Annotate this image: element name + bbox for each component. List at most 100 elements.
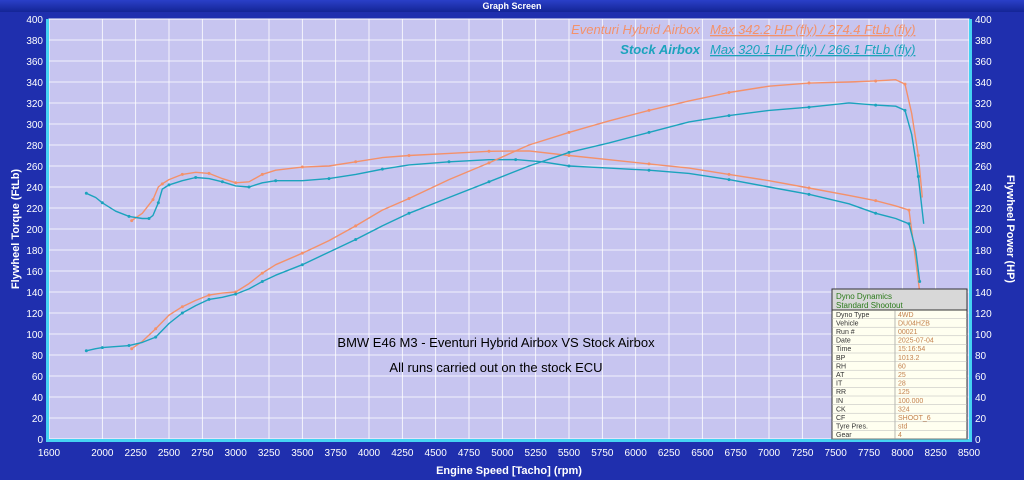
left-y-tick-label: 340	[26, 78, 43, 89]
info-row-value: std	[898, 424, 907, 431]
left-y-tick-label: 380	[26, 36, 43, 47]
right-y-tick-label: 400	[975, 15, 992, 26]
series-point-stock-airbox-torque	[874, 211, 878, 215]
right-y-tick-label: 100	[975, 330, 992, 341]
series-point-stock-airbox-torque	[380, 167, 384, 171]
series-point-eventuri-hybrid-airbox-torque	[260, 172, 264, 176]
right-y-tick-label: 80	[975, 351, 987, 362]
series-point-stock-airbox-torque	[447, 160, 451, 164]
series-point-eventuri-hybrid-airbox-power	[407, 197, 411, 201]
right-y-tick-label: 120	[975, 309, 992, 320]
grid-lines	[49, 19, 969, 439]
x-tick-label: 3500	[291, 448, 314, 459]
x-tick-label: 3750	[325, 448, 348, 459]
series-point-stock-airbox-power	[84, 349, 88, 353]
series-point-stock-airbox-power	[567, 150, 571, 154]
series-point-eventuri-hybrid-airbox-torque	[727, 172, 731, 176]
right-y-tick-label: 140	[975, 288, 992, 299]
series-point-stock-airbox-power	[903, 108, 907, 112]
right-y-tick-labels: 0 20 40 60 80 100 120 140 160 180 200 220 240 260 280 3…	[975, 15, 992, 446]
dyno-chart: 1600 2000 2250 2500 2750 3000 3250 3500 3750 4000…	[10, 15, 1016, 477]
info-row-value: 60	[898, 363, 906, 370]
info-row-value: 2025-07-04	[898, 338, 934, 345]
info-row-label: IN	[836, 398, 843, 405]
series-point-eventuri-hybrid-airbox-power	[807, 81, 811, 85]
series-point-stock-airbox-power	[727, 114, 731, 118]
right-y-tick-label: 320	[975, 99, 992, 110]
series-point-stock-airbox-power	[154, 335, 158, 339]
right-y-tick-label: 360	[975, 57, 992, 68]
series-point-stock-airbox-power	[180, 311, 184, 315]
series-line-eventuri-hybrid-airbox-power	[131, 78, 923, 350]
x-tick-label: 2000	[91, 448, 114, 459]
legend-name-eventuri: Eventuri Hybrid Airbox	[571, 22, 700, 37]
x-tick-label: 7750	[858, 448, 881, 459]
series-point-eventuri-hybrid-airbox-power	[647, 108, 651, 112]
series-point-eventuri-hybrid-airbox-torque	[234, 181, 238, 185]
left-y-tick-label: 220	[26, 204, 43, 215]
legend-name-stock: Stock Airbox	[620, 42, 700, 57]
series-point-stock-airbox-power	[487, 180, 491, 184]
x-tick-label: 1600	[38, 448, 61, 459]
info-row-value: 125	[898, 389, 910, 396]
series-point-stock-airbox-torque	[727, 178, 731, 182]
series-point-eventuri-hybrid-airbox-torque	[160, 182, 164, 186]
right-y-tick-label: 280	[975, 141, 992, 152]
series-point-stock-airbox-torque	[647, 168, 651, 172]
series-point-eventuri-hybrid-airbox-power	[567, 130, 571, 134]
series-point-eventuri-hybrid-airbox-torque	[151, 198, 155, 202]
info-row-label: AT	[836, 372, 845, 379]
left-y-tick-label: 360	[26, 57, 43, 68]
series-point-stock-airbox-power	[100, 346, 104, 350]
info-row-label: Tyre Pres.	[836, 424, 868, 431]
left-y-tick-label: 0	[37, 435, 43, 446]
series-lines	[84, 78, 925, 353]
info-row-label: Dyno Type	[836, 312, 869, 319]
info-row-label: CF	[836, 415, 845, 422]
right-y-tick-label: 180	[975, 246, 992, 257]
series-point-eventuri-hybrid-airbox-torque	[180, 172, 184, 176]
left-y-tick-label: 280	[26, 141, 43, 152]
info-row-label: RR	[836, 389, 846, 396]
series-point-eventuri-hybrid-airbox-torque	[354, 160, 358, 164]
series-point-stock-airbox-torque	[220, 180, 224, 184]
left-y-tick-label: 120	[26, 309, 43, 320]
info-row-value: SHOOT_6	[898, 415, 931, 422]
series-point-eventuri-hybrid-airbox-power	[874, 79, 878, 83]
series-point-stock-airbox-power	[916, 175, 920, 178]
left-y-tick-label: 180	[26, 246, 43, 257]
bottom-axis-strip	[46, 439, 972, 442]
right-y-tick-label: 20	[975, 414, 987, 425]
right-axis-strip	[969, 19, 972, 441]
series-point-eventuri-hybrid-airbox-power	[916, 154, 920, 157]
series-point-eventuri-hybrid-airbox-power	[300, 251, 304, 255]
x-tick-label: 4250	[391, 448, 414, 459]
series-point-stock-airbox-power	[260, 280, 264, 283]
left-y-tick-labels: 0 20 40 60 80 100 120 140 160 180 200 220 240 260 280 3…	[26, 15, 43, 446]
left-y-tick-label: 160	[26, 267, 43, 278]
x-tick-label: 6750	[725, 448, 748, 459]
series-point-eventuri-hybrid-airbox-torque	[300, 165, 304, 169]
left-y-tick-label: 140	[26, 288, 43, 299]
series-point-stock-airbox-torque	[194, 176, 198, 180]
series-point-stock-airbox-power	[354, 238, 358, 241]
info-row-label: Time	[836, 346, 851, 353]
left-y-tick-label: 200	[26, 225, 43, 236]
x-tick-label: 2250	[125, 448, 148, 459]
series-point-eventuri-hybrid-airbox-power	[130, 347, 134, 351]
series-point-stock-airbox-power	[407, 211, 411, 215]
info-box-rows: Dyno Type 4WD Vehicle DU04HZB Run # 00021 Date…	[832, 312, 967, 440]
window-title: Graph Screen	[0, 0, 1024, 12]
x-tick-label: 8250	[925, 448, 948, 459]
series-point-eventuri-hybrid-airbox-power	[234, 290, 238, 294]
series-point-stock-airbox-power	[300, 263, 304, 267]
series-point-eventuri-hybrid-airbox-torque	[907, 208, 911, 212]
info-row-value: 324	[898, 406, 910, 413]
info-box-title-line1: Dyno Dynamics	[836, 292, 892, 301]
series-point-eventuri-hybrid-airbox-power	[207, 293, 211, 297]
right-y-tick-label: 40	[975, 393, 987, 404]
right-y-tick-label: 200	[975, 225, 992, 236]
x-tick-label: 4500	[425, 448, 448, 459]
series-point-eventuri-hybrid-airbox-torque	[874, 199, 878, 203]
series-point-eventuri-hybrid-airbox-torque	[487, 149, 491, 153]
